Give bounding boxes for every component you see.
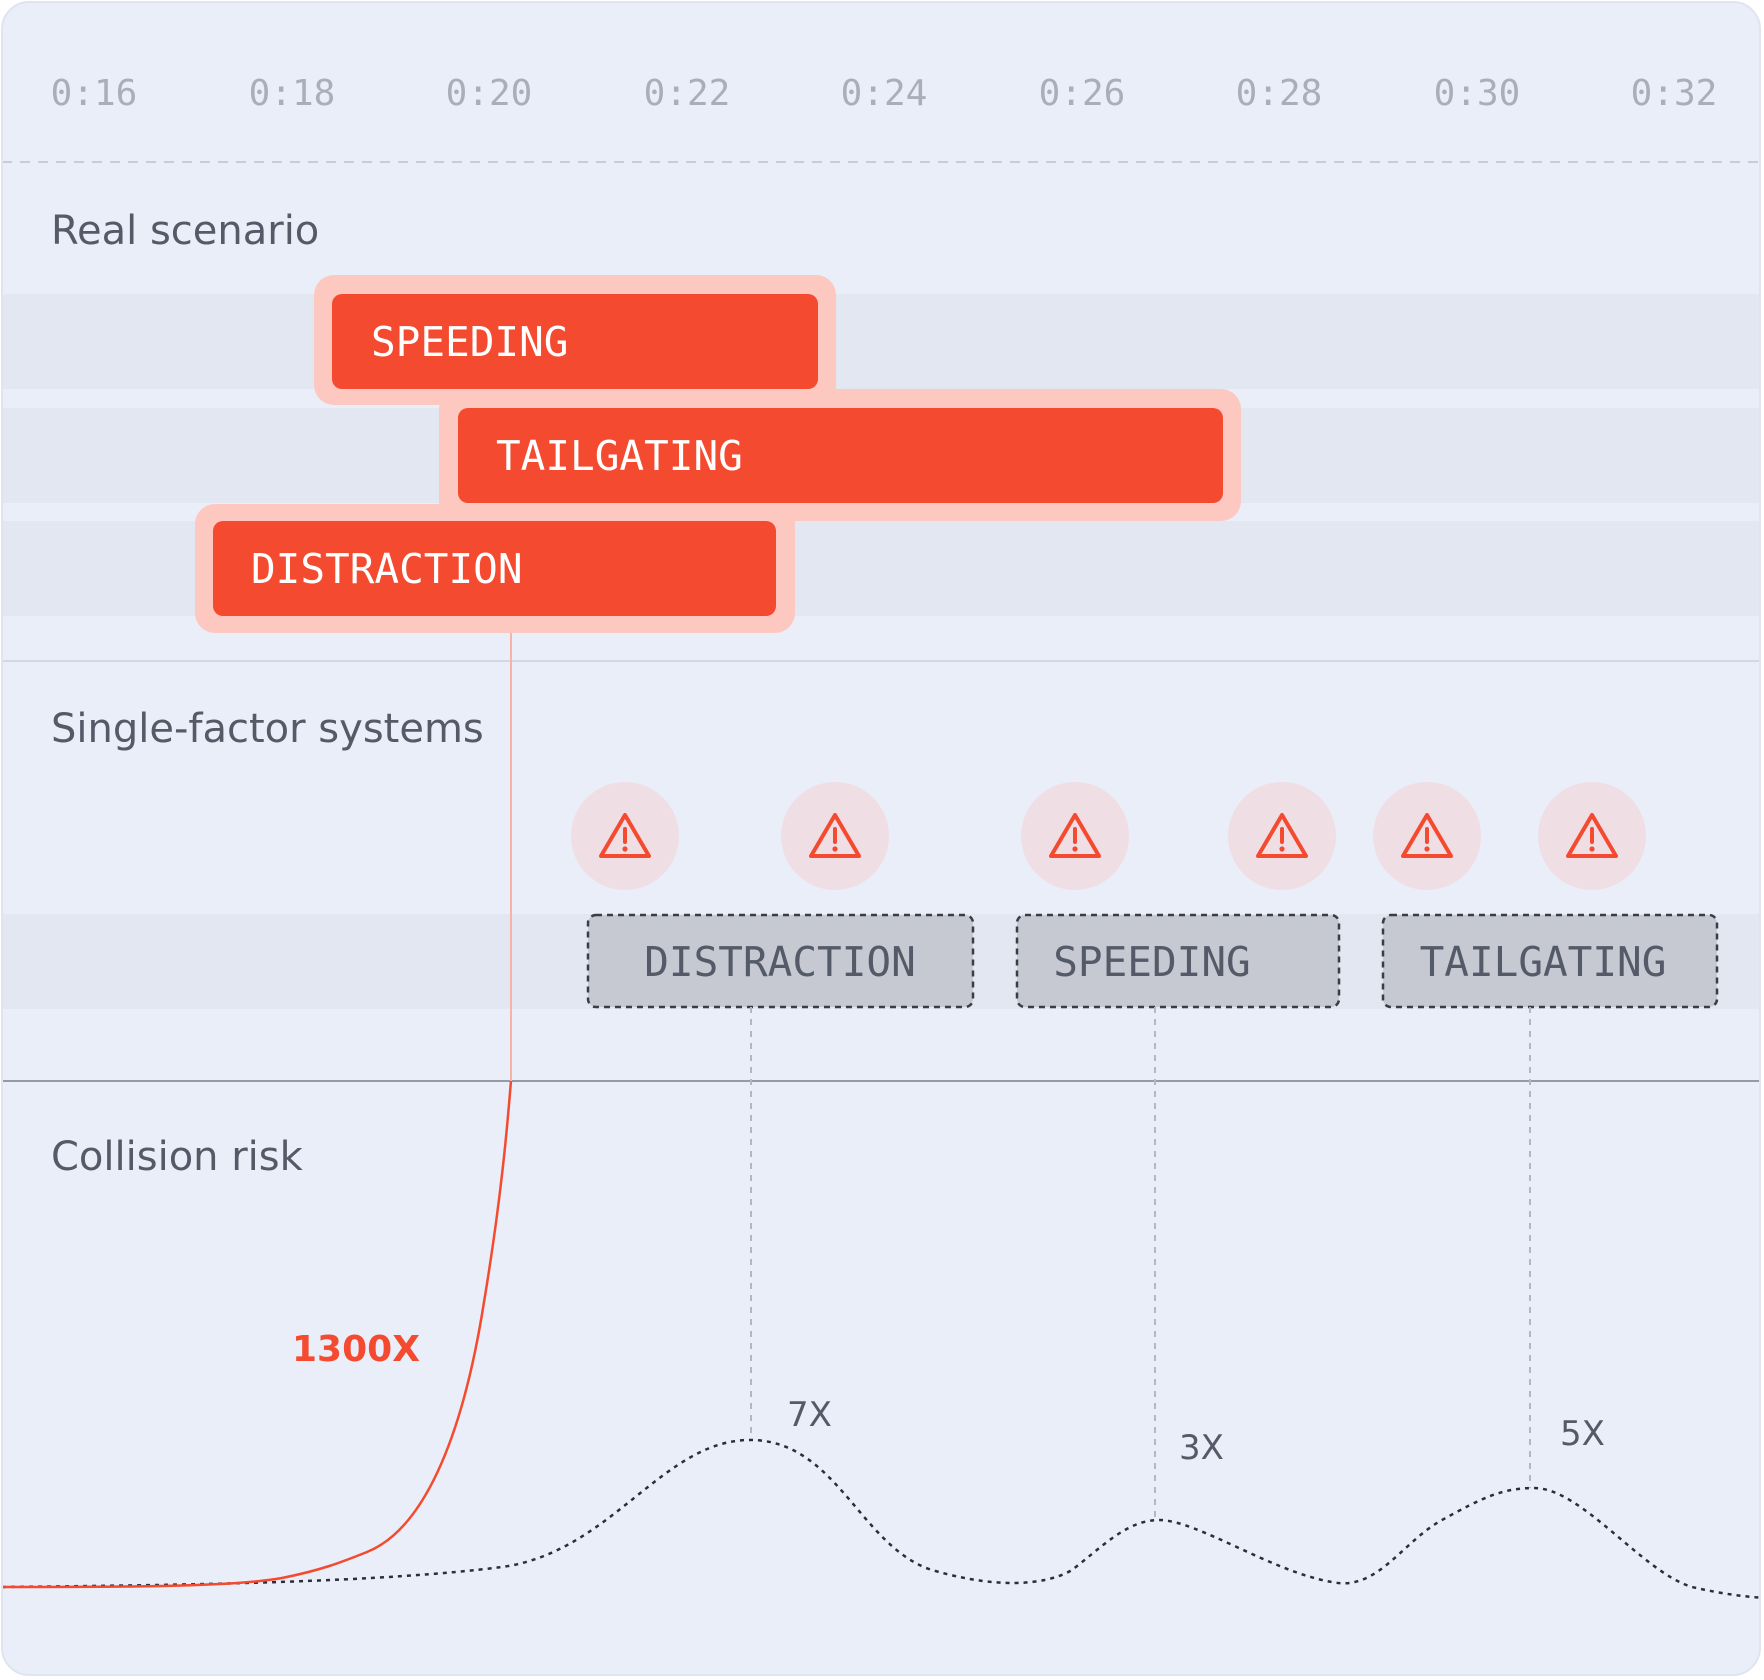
risk-multiplier-label: 5X [1560, 1414, 1605, 1454]
warning-icon [571, 782, 679, 890]
warning-icon [1538, 782, 1646, 890]
warning-icon [1021, 782, 1129, 890]
event-bar-label: TAILGATING [496, 432, 743, 480]
alert-box-label: SPEEDING [1053, 938, 1250, 986]
risk-multiplier-label: 3X [1179, 1428, 1224, 1468]
event-bar-speeding [332, 294, 818, 389]
alert-box-label: TAILGATING [1420, 938, 1667, 986]
tick-label: 0:22 [644, 73, 731, 114]
tick-label: 0:32 [1631, 73, 1718, 114]
single-factor-risk-curve [3, 1438, 1759, 1599]
combined-risk-label: 1300X [292, 1329, 420, 1370]
alert-box-tailgating [1381, 913, 1719, 1009]
warning-icons [571, 782, 1646, 890]
tick-label: 0:30 [1434, 73, 1521, 114]
tick-label: 0:20 [446, 73, 533, 114]
alert-box-distraction [586, 913, 975, 1009]
event-bar-distraction [213, 521, 776, 616]
lane-track [3, 294, 1759, 389]
tick-label: 0:16 [51, 73, 138, 114]
tick-label: 0:26 [1039, 73, 1126, 114]
warning-icon [781, 782, 889, 890]
single-factor-alerts: DISTRACTION SPEEDING TAILGATING [586, 913, 1719, 1009]
section-title-collision-risk: Collision risk [51, 1134, 304, 1180]
event-bar-label: DISTRACTION [251, 545, 523, 593]
tick-label: 0:28 [1236, 73, 1323, 114]
real-scenario-events: SPEEDING TAILGATING DISTRACTION [195, 275, 1241, 633]
section-title-real-scenario: Real scenario [51, 208, 319, 254]
event-bar-label: SPEEDING [371, 318, 568, 366]
warning-icon [1373, 782, 1481, 890]
alert-box-label: DISTRACTION [644, 938, 916, 986]
warning-icon [1228, 782, 1336, 890]
tick-label: 0:18 [249, 73, 336, 114]
combined-risk-curve [3, 1080, 513, 1589]
alert-box-speeding [1015, 913, 1341, 1009]
risk-multiplier-label: 7X [787, 1395, 832, 1435]
section-title-single-factor: Single-factor systems [51, 706, 484, 752]
event-bar-tailgating [458, 408, 1223, 503]
tick-label: 0:24 [841, 73, 928, 114]
time-axis: 0:16 0:18 0:20 0:22 0:24 0:26 0:28 0:30 … [3, 73, 1759, 163]
